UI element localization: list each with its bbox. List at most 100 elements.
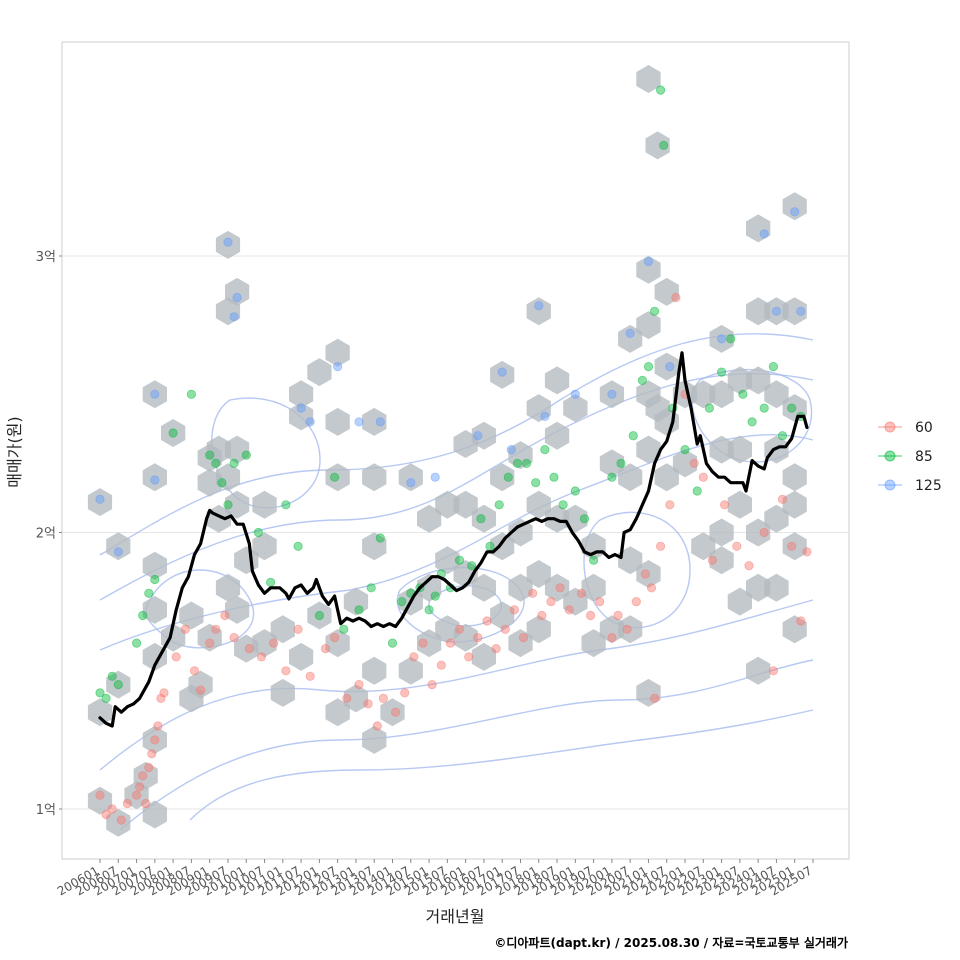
data-point-125 [296,403,306,413]
data-point-60 [159,688,169,698]
hexbin-cell [325,338,350,367]
data-point-85 [588,555,599,565]
data-point-125 [150,389,160,399]
data-point-85 [521,458,532,468]
data-point-60 [205,638,215,648]
data-point-60 [768,666,779,676]
data-point-60 [229,632,239,643]
hexbin-cell [307,601,332,630]
data-point-85 [95,688,105,698]
data-point-125 [223,237,233,247]
data-point-125 [497,367,507,377]
data-point-125 [625,328,635,338]
data-point-60 [107,804,117,814]
hexbin-cell [563,394,588,423]
data-point-60 [372,721,382,731]
hexbin-cell [581,573,606,602]
data-point-60 [631,596,641,607]
hexbin-cell [197,623,222,652]
hexbin-cell [654,352,679,381]
data-point-125 [716,334,727,344]
hexbin-cell [225,435,250,464]
hexbin-cell [417,629,442,658]
data-point-85 [314,610,324,621]
hexbin-cell [215,573,241,602]
legend: 60 85 125 [878,420,942,494]
hexbin-cell [636,678,661,707]
hexbin-cell [270,678,295,707]
data-point-60 [607,632,617,643]
hexbin-cell [225,277,250,306]
hexbin-cell [636,65,661,93]
hexbin-cell [709,380,734,409]
x-tick-labels: 2006012006072007012007072008012008072009… [55,859,815,899]
data-point-60 [564,605,574,615]
density-contour [99,433,814,651]
data-point-85 [205,450,215,460]
data-point-60 [698,472,708,482]
data-point-85 [168,428,178,438]
hexbin-cell [289,642,314,671]
data-point-125 [229,312,239,322]
data-point-60 [95,790,105,800]
data-point-60 [473,632,483,643]
hexbin-cell [764,573,789,602]
hexbin-cell [417,573,442,602]
hexbin-cell [544,421,570,450]
hexbin-cell [307,358,332,387]
hexbin-cell [142,380,167,409]
data-point-60 [116,815,126,825]
y-tick-label: 3억 [36,250,56,265]
data-point-125 [540,411,550,421]
hexbin-cell [526,297,551,326]
hexbin-cell [225,490,250,519]
data-point-85 [107,671,117,681]
data-point-60 [220,610,230,621]
data-point-85 [659,140,669,150]
hexbin-cell [746,297,771,326]
hexbin-cell [435,546,460,575]
data-point-85 [643,361,654,372]
hexbin-cell [727,366,752,395]
data-point-85 [150,574,160,585]
hexbin-cell [581,629,606,658]
data-point-85 [397,596,407,607]
data-point-85 [494,500,504,510]
hexbin-cell [215,463,241,492]
hexbin-cell [782,615,807,644]
data-point-60 [671,292,681,303]
data-point-85 [570,486,580,496]
data-point-85 [430,591,440,601]
data-point-60 [613,610,623,621]
data-point-85 [747,417,757,427]
hexbin-cell [362,532,387,561]
data-point-85 [777,431,788,441]
y-axis-title: 매매가(원) [5,416,24,487]
data-point-85 [476,514,486,524]
hexbin-cell [636,560,661,588]
data-point-85 [512,458,523,468]
hexbin-cell [599,380,624,409]
hexbin-cell [325,407,350,436]
data-point-85 [616,458,626,468]
data-point-60 [427,679,437,690]
data-point-60 [787,541,797,551]
data-point-60 [719,500,730,510]
hexbin-cell [325,629,350,658]
hexbin-cell [362,463,387,492]
data-point-85 [787,403,797,413]
legend-key-point [884,479,896,491]
density-contour [119,659,814,831]
data-point-60 [796,616,806,626]
hexbin-cell [87,488,113,517]
data-point-60 [135,782,145,792]
hexbin-cell [618,463,643,492]
hexbin-cell [508,629,533,658]
data-point-125 [790,207,800,217]
hexbin-cell [142,642,167,671]
data-point-60 [378,693,388,704]
hexbin-cell [508,573,533,602]
hexbin-cell [453,430,478,458]
data-point-85 [692,486,702,496]
